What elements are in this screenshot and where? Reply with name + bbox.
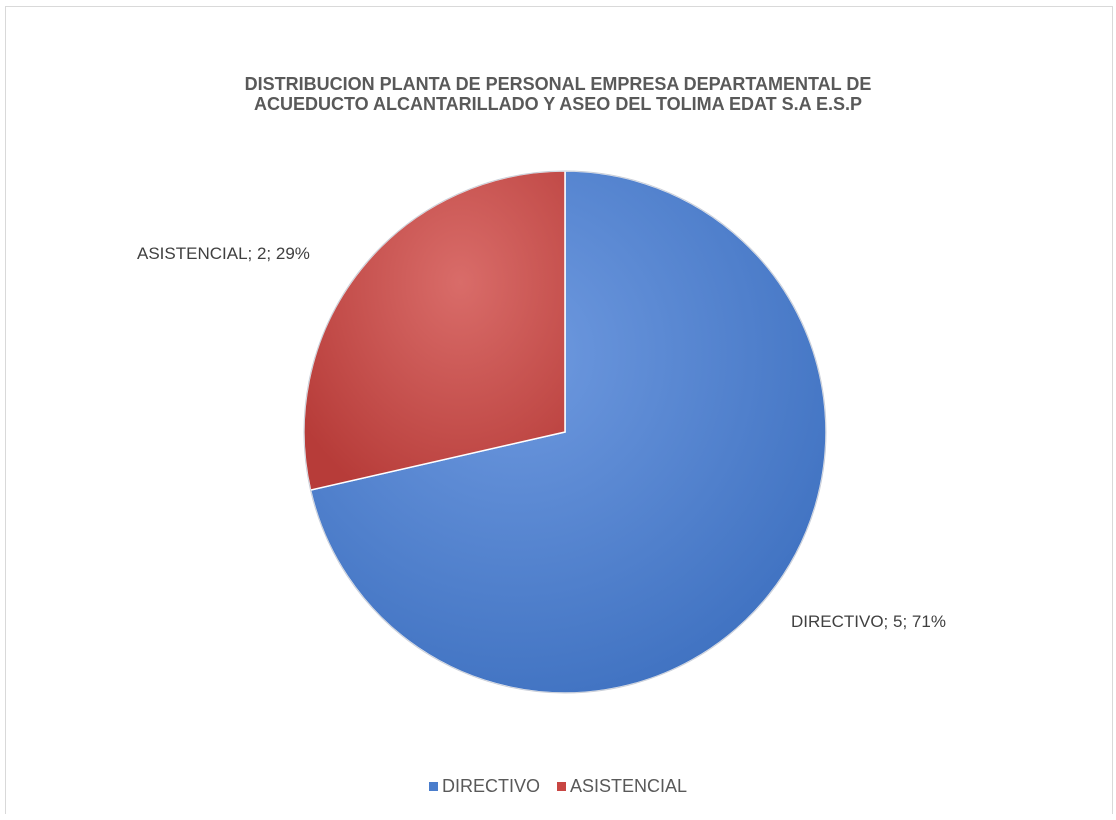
legend-label-directivo: DIRECTIVO [441,776,540,796]
legend-label-asistencial: ASISTENCIAL [569,776,688,796]
pie-outline [303,170,827,694]
chart-title-line-2: ACUEDUCTO ALCANTARILLADO Y ASEO DEL TOLI… [253,94,863,114]
legend-item-asistencial: ASISTENCIAL [556,776,688,797]
chart-title-line-1: DISTRIBUCION PLANTA DE PERSONAL EMPRESA … [244,74,872,94]
data-label-directivo: DIRECTIVO; 5; 71% [791,612,946,631]
chart-title: DISTRIBUCION PLANTA DE PERSONAL EMPRESA … [0,74,1116,114]
data-label-asistencial: ASISTENCIAL; 2; 29% [137,244,310,263]
legend-item-directivo: DIRECTIVO [428,776,540,797]
legend-swatch-asistencial [556,782,566,791]
pie-slice-directivo [309,170,827,694]
legend-swatch-directivo [428,782,438,791]
legend: DIRECTIVO ASISTENCIAL [0,776,1116,797]
pie-slice-asistencial [303,170,566,491]
